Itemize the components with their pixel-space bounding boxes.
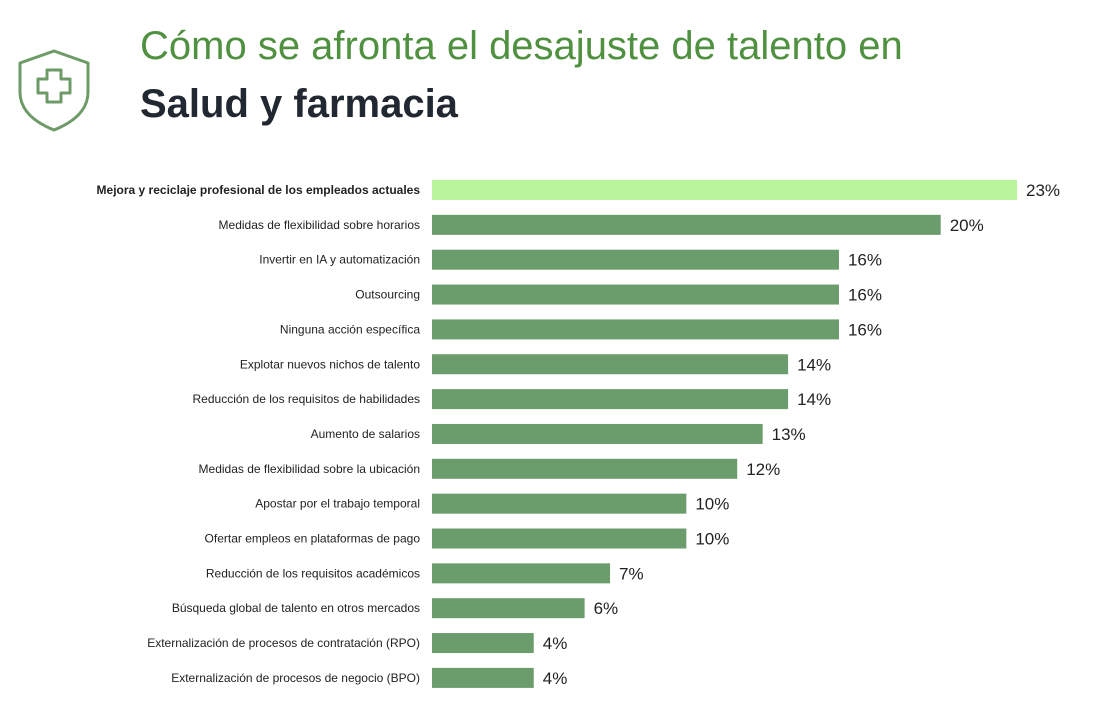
- bar-chart: Mejora y reciclaje profesional de los em…: [97, 180, 1060, 688]
- bar: [432, 667, 534, 688]
- category-label: Invertir en IA y automatización: [259, 253, 420, 267]
- category-label: Apostar por el trabajo temporal: [255, 497, 420, 511]
- bar: [432, 493, 687, 514]
- bar: [432, 354, 789, 375]
- value-label: 20%: [950, 216, 984, 235]
- value-label: 10%: [695, 495, 729, 514]
- category-label: Medidas de flexibilidad sobre horarios: [219, 218, 420, 232]
- category-label: Reducción de los requisitos de habilidad…: [193, 392, 420, 406]
- page-title-line1: Cómo se afronta el desajuste de talento …: [140, 24, 903, 68]
- bar: [432, 249, 839, 270]
- value-label: 14%: [797, 355, 831, 374]
- bar: [432, 563, 611, 584]
- category-label: Ofertar empleos en plataformas de pago: [205, 532, 421, 546]
- category-label: Mejora y reciclaje profesional de los em…: [97, 183, 421, 197]
- bar: [432, 423, 763, 444]
- value-label: 6%: [594, 599, 619, 618]
- value-label: 4%: [543, 669, 568, 688]
- bar: [432, 214, 941, 235]
- bar: [432, 180, 1017, 200]
- bar: [432, 389, 789, 410]
- value-label: 23%: [1026, 181, 1060, 200]
- bar: [432, 319, 839, 340]
- bar: [432, 633, 534, 654]
- value-label: 7%: [619, 564, 644, 583]
- bar: [432, 284, 839, 305]
- category-label: Explotar nuevos nichos de talento: [240, 357, 420, 371]
- category-label: Externalización de procesos de negocio (…: [171, 671, 420, 685]
- value-label: 16%: [848, 286, 882, 305]
- bar: [432, 528, 687, 549]
- category-label: Reducción de los requisitos académicos: [206, 566, 420, 580]
- category-label: Outsourcing: [355, 288, 420, 302]
- category-label: Búsqueda global de talento en otros merc…: [172, 601, 420, 615]
- value-label: 4%: [543, 634, 568, 653]
- shield-medical-cross-icon: [18, 49, 90, 132]
- category-label: Externalización de procesos de contratac…: [147, 636, 420, 650]
- category-label: Medidas de flexibilidad sobre la ubicaci…: [199, 462, 420, 476]
- category-label: Ninguna acción específica: [280, 322, 420, 336]
- bar: [432, 458, 738, 479]
- value-label: 12%: [746, 460, 780, 479]
- value-label: 13%: [772, 425, 806, 444]
- category-label: Aumento de salarios: [311, 427, 420, 441]
- value-label: 16%: [848, 251, 882, 270]
- bar: [432, 598, 585, 619]
- page-title-line2: Salud y farmacia: [140, 82, 458, 126]
- value-label: 14%: [797, 390, 831, 409]
- value-label: 10%: [695, 530, 729, 549]
- value-label: 16%: [848, 320, 882, 339]
